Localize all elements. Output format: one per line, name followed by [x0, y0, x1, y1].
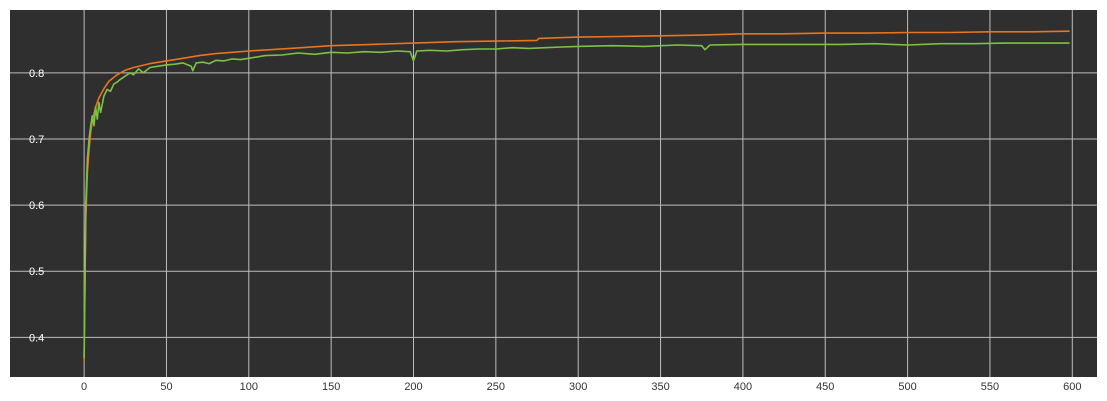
x-tick-label: 250 [487, 381, 505, 393]
y-tick-label: 0.6 [29, 200, 44, 212]
x-tick-label: 200 [404, 381, 422, 393]
y-tick-label: 0.5 [29, 266, 44, 278]
x-tick-label: 550 [981, 381, 999, 393]
y-tick-label: 0.8 [29, 68, 44, 80]
series-line-1 [83, 30, 1070, 362]
x-tick-label: 600 [1063, 381, 1081, 393]
x-tick-label: 400 [734, 381, 752, 393]
grid-layer [10, 10, 1097, 377]
x-tick-label: 100 [240, 381, 258, 393]
x-tick-label: 500 [898, 381, 916, 393]
x-tick-label: 0 [81, 381, 87, 393]
x-tick-label: 150 [322, 381, 340, 393]
tick-layer: 0 50 100 150 200 250 300 350 400 450 500 550 600 0.4 0… [29, 68, 1081, 393]
x-tick-label: 300 [569, 381, 587, 393]
plot-background [10, 10, 1097, 377]
y-tick-label: 0.4 [29, 332, 44, 344]
x-tick-label: 350 [651, 381, 669, 393]
y-tick-label: 0.7 [29, 134, 44, 146]
x-tick-label: 450 [816, 381, 834, 393]
x-tick-label: 50 [160, 381, 172, 393]
series-line-2 [83, 42, 1070, 359]
series-layer [83, 30, 1070, 362]
